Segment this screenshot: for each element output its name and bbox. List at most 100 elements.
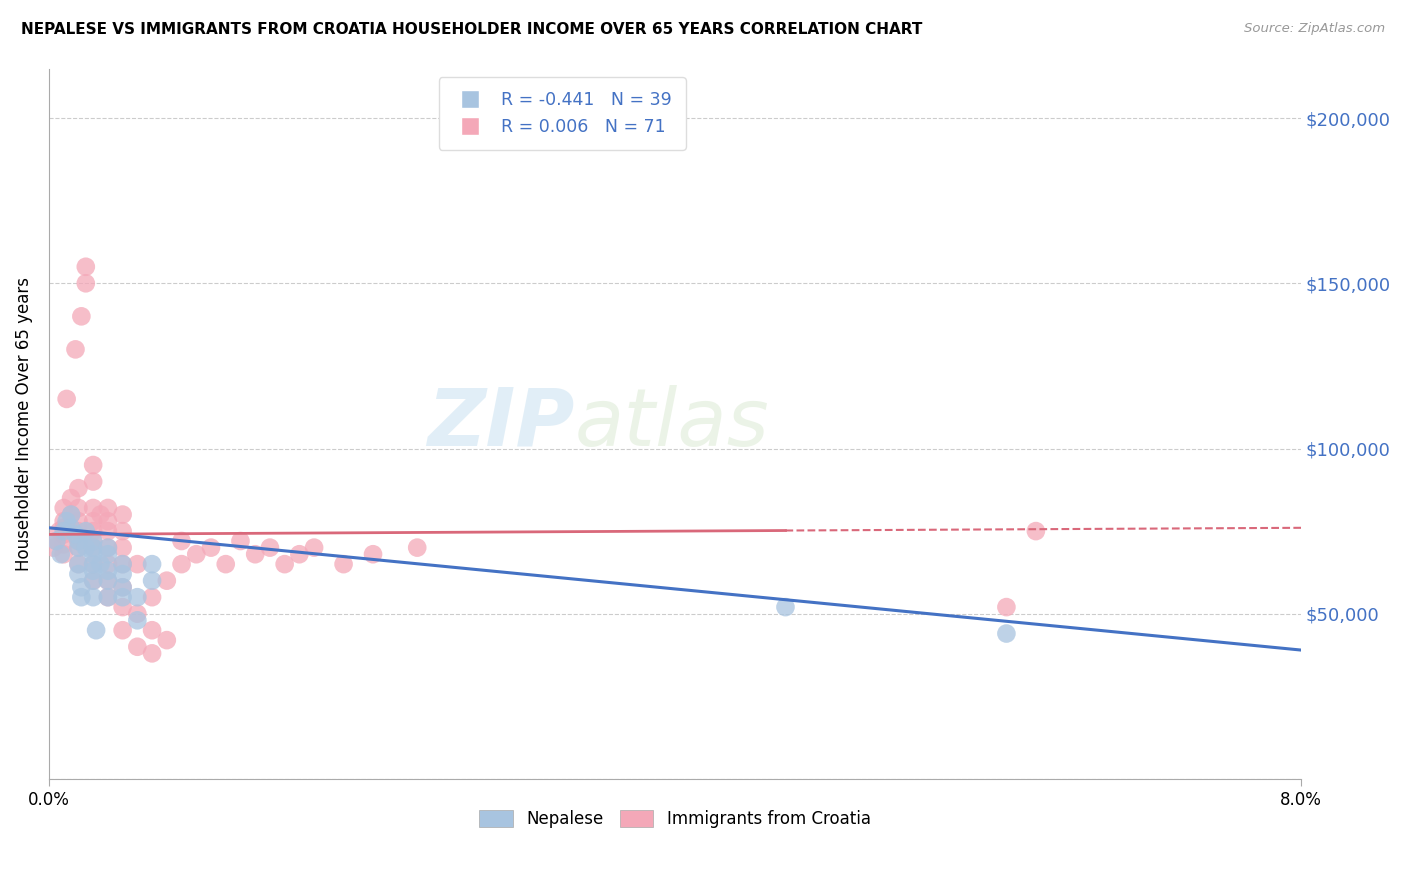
Point: [67, 481, 90, 495]
Point: [127, 557, 149, 571]
Point: [49, 547, 72, 561]
Point: [52, 524, 75, 538]
Point: [111, 624, 134, 638]
Point: [156, 633, 179, 648]
Point: [127, 640, 149, 654]
Point: [82, 534, 104, 549]
Point: [82, 534, 104, 549]
Text: ZIP: ZIP: [427, 384, 575, 463]
Point: [97, 590, 120, 604]
Point: [82, 557, 104, 571]
Point: [111, 508, 134, 522]
Point: [70, 590, 93, 604]
Point: [82, 574, 104, 588]
Point: [60, 508, 83, 522]
Point: [141, 624, 163, 638]
Point: [111, 580, 134, 594]
Point: [82, 590, 104, 604]
Point: [75, 524, 97, 538]
Point: [111, 557, 134, 571]
Point: [406, 541, 429, 555]
Point: [97, 500, 120, 515]
Point: [75, 277, 97, 291]
Text: Source: ZipAtlas.com: Source: ZipAtlas.com: [1244, 22, 1385, 36]
Point: [67, 541, 90, 555]
Point: [302, 541, 325, 555]
Point: [82, 541, 104, 555]
Point: [332, 557, 354, 571]
Point: [1025, 524, 1047, 538]
Point: [45, 534, 67, 549]
Point: [82, 458, 104, 472]
Point: [52, 537, 75, 551]
Point: [65, 343, 87, 357]
Point: [97, 541, 120, 555]
Point: [55, 514, 77, 528]
Point: [127, 607, 149, 621]
Point: [82, 557, 104, 571]
Point: [245, 547, 267, 561]
Point: [75, 260, 97, 274]
Point: [170, 534, 193, 549]
Point: [97, 514, 120, 528]
Point: [141, 646, 163, 660]
Point: [89, 508, 111, 522]
Point: [82, 500, 104, 515]
Point: [70, 580, 93, 594]
Point: [288, 547, 311, 561]
Point: [75, 541, 97, 555]
Point: [111, 590, 134, 604]
Point: [82, 524, 104, 538]
Y-axis label: Householder Income Over 65 years: Householder Income Over 65 years: [15, 277, 32, 571]
Point: [111, 600, 134, 615]
Point: [52, 521, 75, 535]
Point: [60, 508, 83, 522]
Point: [82, 574, 104, 588]
Point: [67, 500, 90, 515]
Point: [141, 557, 163, 571]
Point: [97, 524, 120, 538]
Point: [89, 557, 111, 571]
Point: [259, 541, 281, 555]
Point: [229, 534, 252, 549]
Point: [156, 574, 179, 588]
Point: [111, 557, 134, 571]
Point: [97, 574, 120, 588]
Point: [67, 534, 90, 549]
Point: [82, 514, 104, 528]
Point: [60, 491, 83, 505]
Point: [97, 541, 120, 555]
Legend: Nepalese, Immigrants from Croatia: Nepalese, Immigrants from Croatia: [472, 803, 877, 835]
Point: [67, 514, 90, 528]
Point: [97, 564, 120, 578]
Point: [111, 567, 134, 582]
Point: [67, 557, 90, 571]
Point: [60, 521, 83, 535]
Point: [215, 557, 238, 571]
Point: [52, 500, 75, 515]
Point: [111, 580, 134, 594]
Point: [52, 514, 75, 528]
Point: [82, 547, 104, 561]
Point: [111, 524, 134, 538]
Point: [82, 541, 104, 555]
Point: [45, 534, 67, 549]
Point: [170, 557, 193, 571]
Point: [67, 557, 90, 571]
Point: [48, 524, 70, 538]
Point: [42, 541, 65, 555]
Point: [127, 590, 149, 604]
Point: [141, 590, 163, 604]
Point: [97, 590, 120, 604]
Point: [82, 475, 104, 489]
Point: [200, 541, 222, 555]
Point: [97, 557, 120, 571]
Point: [186, 547, 208, 561]
Text: NEPALESE VS IMMIGRANTS FROM CROATIA HOUSEHOLDER INCOME OVER 65 YEARS CORRELATION: NEPALESE VS IMMIGRANTS FROM CROATIA HOUS…: [21, 22, 922, 37]
Point: [82, 564, 104, 578]
Point: [97, 547, 120, 561]
Point: [67, 541, 90, 555]
Point: [67, 534, 90, 549]
Point: [127, 613, 149, 627]
Point: [775, 600, 797, 615]
